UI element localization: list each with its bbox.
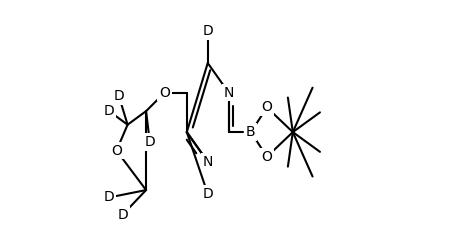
Text: D: D	[104, 104, 114, 118]
Text: D: D	[144, 135, 155, 149]
Text: O: O	[261, 150, 272, 164]
Text: D: D	[202, 187, 213, 201]
Text: N: N	[224, 86, 234, 100]
Text: D: D	[117, 208, 128, 222]
Text: O: O	[111, 144, 122, 158]
Text: N: N	[202, 155, 213, 169]
Text: O: O	[261, 100, 272, 114]
Text: D: D	[104, 190, 114, 204]
Text: O: O	[159, 86, 170, 100]
Text: D: D	[113, 89, 124, 103]
Text: B: B	[246, 125, 256, 139]
Text: D: D	[202, 24, 213, 38]
